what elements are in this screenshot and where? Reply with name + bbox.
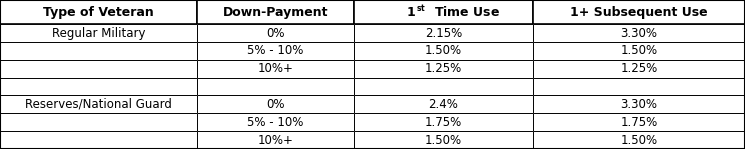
Bar bbox=[0, 96, 197, 113]
Bar bbox=[354, 24, 533, 42]
Text: Reserves/National Guard: Reserves/National Guard bbox=[25, 98, 172, 111]
Bar bbox=[533, 96, 745, 113]
Text: Type of Veteran: Type of Veteran bbox=[43, 6, 154, 18]
Text: 5% - 10%: 5% - 10% bbox=[247, 116, 304, 129]
Text: $\mathbf{\ Time\ Use}$: $\mathbf{\ Time\ Use}$ bbox=[430, 5, 500, 19]
Bar bbox=[354, 78, 533, 96]
Bar bbox=[354, 42, 533, 60]
Bar bbox=[533, 60, 745, 78]
Bar bbox=[533, 96, 745, 113]
Bar bbox=[197, 24, 354, 42]
Text: $\mathbf{1}$: $\mathbf{1}$ bbox=[406, 6, 416, 18]
Bar bbox=[0, 24, 197, 42]
Bar bbox=[0, 78, 197, 96]
Text: 3.30%: 3.30% bbox=[621, 27, 657, 39]
Bar bbox=[0, 113, 197, 131]
Text: 1.50%: 1.50% bbox=[621, 134, 657, 147]
Bar bbox=[533, 42, 745, 60]
Bar bbox=[0, 78, 197, 96]
Bar bbox=[0, 113, 197, 131]
Text: 1.50%: 1.50% bbox=[425, 44, 462, 57]
Bar bbox=[354, 78, 533, 96]
Text: 1.50%: 1.50% bbox=[621, 44, 657, 57]
Bar bbox=[354, 96, 533, 113]
Bar bbox=[0, 0, 197, 24]
Bar bbox=[354, 60, 533, 78]
Bar bbox=[197, 42, 354, 60]
Bar bbox=[354, 0, 533, 24]
Bar bbox=[197, 113, 354, 131]
Bar bbox=[533, 0, 745, 24]
Bar bbox=[533, 131, 745, 149]
Bar bbox=[533, 78, 745, 96]
Bar bbox=[197, 42, 354, 60]
Bar bbox=[0, 131, 197, 149]
Text: 1.25%: 1.25% bbox=[620, 62, 657, 75]
Text: 2.4%: 2.4% bbox=[428, 98, 458, 111]
Bar bbox=[197, 78, 354, 96]
Text: 0%: 0% bbox=[267, 27, 285, 39]
Bar bbox=[533, 24, 745, 42]
Bar bbox=[197, 96, 354, 113]
Bar bbox=[354, 96, 533, 113]
Bar bbox=[354, 60, 533, 78]
Bar bbox=[533, 42, 745, 60]
Bar bbox=[354, 0, 533, 24]
Bar bbox=[197, 113, 354, 131]
Bar bbox=[533, 60, 745, 78]
Bar bbox=[354, 113, 533, 131]
Bar bbox=[197, 96, 354, 113]
Bar bbox=[0, 96, 197, 113]
Text: 1.25%: 1.25% bbox=[425, 62, 462, 75]
Text: 1.75%: 1.75% bbox=[620, 116, 657, 129]
Bar bbox=[0, 42, 197, 60]
Text: Regular Military: Regular Military bbox=[52, 27, 145, 39]
Bar bbox=[0, 0, 197, 24]
Text: $\mathbf{st}$: $\mathbf{st}$ bbox=[416, 2, 426, 13]
Text: 10%+: 10%+ bbox=[258, 62, 294, 75]
Bar bbox=[197, 60, 354, 78]
Bar bbox=[533, 113, 745, 131]
Bar bbox=[354, 131, 533, 149]
Bar bbox=[0, 60, 197, 78]
Bar bbox=[197, 131, 354, 149]
Bar bbox=[197, 0, 354, 24]
Bar bbox=[197, 131, 354, 149]
Text: 1.75%: 1.75% bbox=[425, 116, 462, 129]
Text: 10%+: 10%+ bbox=[258, 134, 294, 147]
Bar bbox=[533, 131, 745, 149]
Bar bbox=[533, 78, 745, 96]
Bar bbox=[197, 78, 354, 96]
Bar bbox=[354, 42, 533, 60]
Bar bbox=[197, 60, 354, 78]
Bar bbox=[0, 131, 197, 149]
Bar bbox=[533, 0, 745, 24]
Bar bbox=[533, 24, 745, 42]
Bar bbox=[354, 113, 533, 131]
Bar bbox=[0, 60, 197, 78]
Text: 5% - 10%: 5% - 10% bbox=[247, 44, 304, 57]
Text: Down-Payment: Down-Payment bbox=[223, 6, 329, 18]
Bar bbox=[354, 131, 533, 149]
Bar bbox=[0, 42, 197, 60]
Bar bbox=[197, 24, 354, 42]
Bar bbox=[354, 24, 533, 42]
Text: 0%: 0% bbox=[267, 98, 285, 111]
Text: 1.50%: 1.50% bbox=[425, 134, 462, 147]
Bar bbox=[533, 113, 745, 131]
Bar bbox=[197, 0, 354, 24]
Bar bbox=[0, 24, 197, 42]
Text: 2.15%: 2.15% bbox=[425, 27, 462, 39]
Text: 1+ Subsequent Use: 1+ Subsequent Use bbox=[570, 6, 708, 18]
Text: 3.30%: 3.30% bbox=[621, 98, 657, 111]
